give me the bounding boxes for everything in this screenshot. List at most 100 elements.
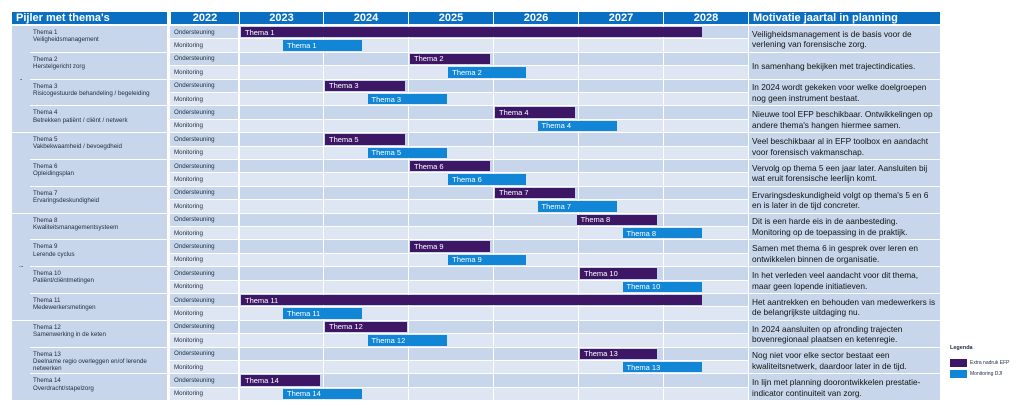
row-label-monitoring: Monitoring	[170, 227, 238, 240]
support-bar[interactable]: Thema 2	[410, 53, 490, 65]
support-bar[interactable]: Thema 14	[241, 375, 320, 386]
pillar-number: 3	[12, 213, 30, 320]
grid-cell	[664, 133, 748, 146]
monitoring-bar[interactable]: Thema 14	[283, 388, 363, 400]
monitoring-bar[interactable]: Thema 10	[622, 281, 703, 292]
grid-cell	[664, 106, 748, 119]
grid-cell	[240, 133, 323, 146]
support-bar[interactable]: Thema 1	[241, 27, 703, 38]
grid-cell	[324, 361, 408, 374]
monitoring-bar[interactable]: Thema 8	[622, 228, 703, 239]
grid-cell	[240, 160, 323, 173]
row-label-monitoring: Monitoring	[170, 200, 238, 213]
grid-cell	[579, 320, 663, 334]
header-year-2026: 2026	[494, 12, 578, 24]
monitoring-bar[interactable]: Thema 12	[367, 335, 448, 346]
support-bar[interactable]: Thema 7	[495, 187, 575, 199]
row-label-support: Ondersteuning	[170, 79, 238, 92]
grid-cell	[494, 320, 578, 334]
monitoring-bar[interactable]: Thema 1	[283, 40, 363, 51]
legend-label-efp: Extra nadruk EFP	[970, 360, 1010, 366]
grid-cell	[579, 173, 663, 186]
grid-cell	[579, 133, 663, 146]
grid-cell	[579, 307, 663, 320]
grid-cell	[579, 253, 663, 267]
grid-cell	[240, 173, 323, 186]
grid-cell	[494, 347, 578, 360]
grid-cell	[664, 79, 748, 92]
grid-cell	[409, 320, 493, 334]
grid-cell	[409, 186, 493, 200]
grid-cell	[240, 361, 323, 374]
row-label-monitoring: Monitoring	[170, 146, 238, 159]
motivation-text: Veiligheidsmanagement is de basis voor d…	[749, 26, 940, 52]
grid-cell	[579, 52, 663, 66]
grid-cell	[324, 106, 408, 119]
grid-cell	[324, 186, 408, 200]
motivation-text: Het aantrekken en behouden van medewerke…	[749, 294, 940, 320]
grid-cell	[240, 267, 323, 280]
grid-cell	[240, 320, 323, 334]
row-label-support: Ondersteuning	[170, 374, 238, 387]
monitoring-bar[interactable]: Thema 4	[537, 120, 618, 132]
grid-cell	[324, 347, 408, 360]
grid-cell	[664, 39, 748, 52]
header-year-2024: 2024	[324, 12, 408, 24]
legend: Legenda Extra nadruk EFP Monitoring DJI	[950, 345, 1012, 395]
monitoring-bar[interactable]: Thema 9	[448, 254, 527, 266]
monitoring-bar[interactable]: Thema 13	[622, 362, 703, 373]
grid-cell	[409, 280, 493, 293]
grid-cell	[664, 173, 748, 186]
support-bar[interactable]: Thema 9	[410, 241, 490, 252]
row-label-support: Ondersteuning	[170, 240, 238, 253]
support-bar[interactable]: Thema 5	[325, 134, 405, 145]
monitoring-bar[interactable]: Thema 3	[367, 94, 448, 105]
monitoring-bar[interactable]: Thema 5	[367, 147, 448, 158]
grid-cell	[494, 240, 578, 253]
monitoring-bar[interactable]: Thema 11	[283, 308, 363, 319]
row-label-monitoring: Monitoring	[170, 280, 238, 293]
grid-cell	[664, 334, 748, 347]
monitoring-bar[interactable]: Thema 6	[448, 174, 527, 185]
grid-cell	[324, 119, 408, 133]
grid-cell	[240, 52, 323, 66]
support-bar[interactable]: Thema 6	[410, 161, 490, 172]
header-motivation-title: Motivatie jaartal in planning	[749, 12, 940, 24]
grid-cell	[494, 146, 578, 159]
grid-cell	[409, 267, 493, 280]
monitoring-bar[interactable]: Thema 7	[537, 201, 618, 212]
grid-cell	[664, 387, 748, 401]
support-bar[interactable]: Thema 4	[495, 107, 575, 118]
grid-cell	[240, 347, 323, 360]
row-label-support: Ondersteuning	[170, 347, 238, 360]
grid-cell	[409, 39, 493, 52]
row-label-monitoring: Monitoring	[170, 361, 238, 374]
motivation-text: Veel beschikbaar al in EFP toolbox en aa…	[749, 133, 940, 159]
grid-cell	[240, 213, 323, 226]
motivation-text: Samen met thema 6 in gesprek over leren …	[749, 240, 940, 267]
row-label-monitoring: Monitoring	[170, 173, 238, 186]
support-bar[interactable]: Thema 11	[241, 295, 703, 306]
header-year-2023: 2023	[240, 12, 323, 24]
grid-cell	[664, 186, 748, 200]
grid-cell	[324, 267, 408, 280]
support-bar[interactable]: Thema 8	[576, 214, 658, 225]
grid-cell	[494, 79, 578, 92]
theme-name: Thema 13 Deelname regio overleggen en/of…	[12, 347, 167, 374]
legend-swatch-dji	[950, 370, 967, 378]
grid-cell	[579, 106, 663, 119]
grid-cell	[494, 52, 578, 66]
row-label-monitoring: Monitoring	[170, 307, 238, 320]
grid-cell	[664, 146, 748, 159]
support-bar[interactable]: Thema 3	[325, 80, 405, 91]
grid-cell	[664, 307, 748, 320]
monitoring-bar[interactable]: Thema 2	[448, 67, 527, 78]
grid-cell	[664, 119, 748, 133]
support-bar[interactable]: Thema 10	[580, 268, 658, 279]
support-bar[interactable]: Thema 12	[325, 321, 408, 333]
row-label-support: Ondersteuning	[170, 26, 238, 39]
grid-cell	[494, 267, 578, 280]
grid-cell	[324, 173, 408, 186]
support-bar[interactable]: Thema 13	[580, 348, 658, 359]
theme-name: Thema 2 Herstelgericht zorg	[12, 52, 167, 79]
